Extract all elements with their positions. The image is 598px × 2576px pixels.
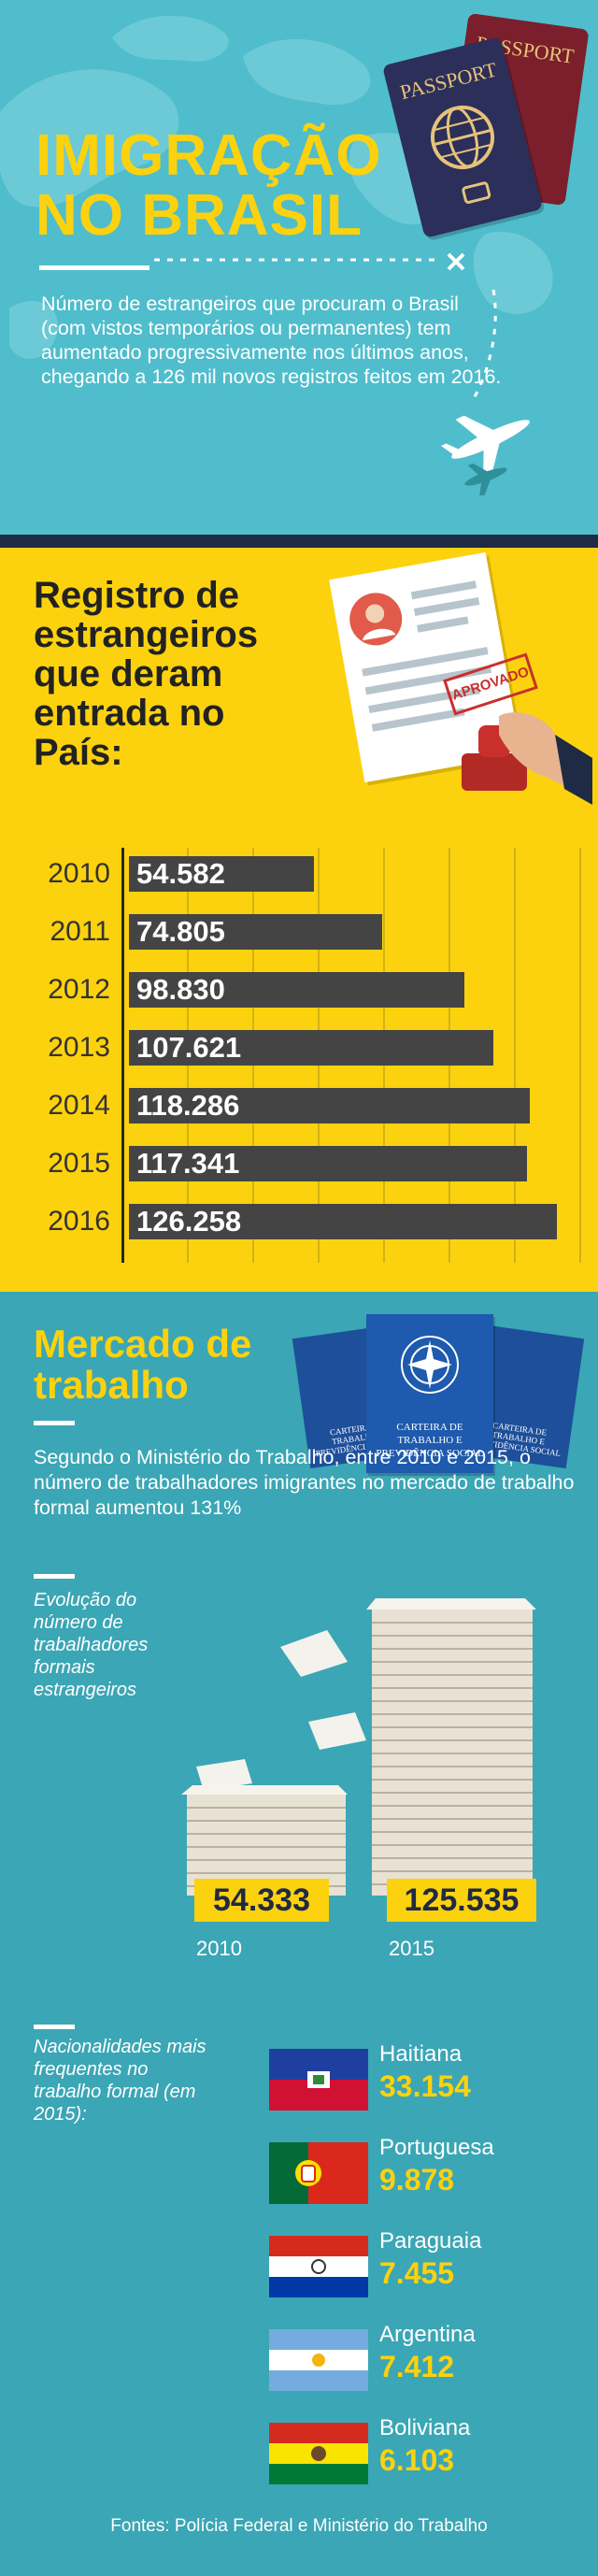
bar-2016: 126.258 <box>129 1204 557 1239</box>
bar-value-label: 126.258 <box>136 1205 242 1238</box>
mercado-title: Mercado de trabalho <box>34 1322 252 1407</box>
airplane-icon <box>441 415 530 477</box>
nationality-name: Portuguesa <box>379 2135 494 2160</box>
nationality-value: 6.103 <box>379 2443 455 2477</box>
bar-2013: 107.621 <box>129 1030 493 1066</box>
header-section: PASSPORT PASSPORT IMIGRAÇÃO NO BRASIL <box>0 0 598 535</box>
title-line-1: IMIGRAÇÃO <box>36 123 382 188</box>
bar-2012: 98.830 <box>129 972 464 1008</box>
portugal-flag-icon <box>269 2142 368 2204</box>
chart-axis <box>121 848 124 1263</box>
nationality-value: 33.154 <box>379 2069 471 2103</box>
bar-year-label: 2014 <box>48 1090 110 1121</box>
intro-text: Número de estrangeiros que procuram o Br… <box>41 293 502 388</box>
work-card-center-icon: CARTEIRA DE TRABALHO E PREVIDÊNCIA SOCIA… <box>366 1314 493 1473</box>
bar-2011: 74.805 <box>129 914 382 950</box>
title-line-2: NO BRASIL <box>36 183 363 248</box>
bar-2015: 117.341 <box>129 1146 527 1181</box>
mercado-section: CARTEIRA DE TRABALHO E PREVIDÊNCIA SOCIA… <box>0 1292 598 2576</box>
evolucao-year-2010: 2010 <box>196 1937 242 1960</box>
evolucao-value-2010: 54.333 <box>194 1879 329 1922</box>
mercado-text: Segundo o Ministério do Trabalho, entre … <box>34 1446 575 1519</box>
gridline <box>121 848 123 1263</box>
gridline <box>514 848 516 1263</box>
evolucao-caption: Evolução do número de trabalhadores form… <box>34 1590 149 1700</box>
paper-stacks-illustration <box>181 1598 536 1896</box>
page-title: IMIGRAÇÃO NO BRASIL <box>36 126 382 246</box>
passport-front-icon: PASSPORT <box>381 36 544 238</box>
stamp-hand-icon <box>462 712 592 805</box>
bar-value-label: 54.582 <box>136 857 225 890</box>
nationality-value: 7.455 <box>379 2256 455 2290</box>
registro-section: Registro de estrangeiros que deram entra… <box>0 548 598 1292</box>
evolucao-year-2015: 2015 <box>389 1937 434 1960</box>
nacionalidades-caption: Nacionalidades mais frequentes no trabal… <box>34 2037 206 2125</box>
title-divider <box>39 265 150 270</box>
bar-year-label: 2010 <box>48 858 110 889</box>
registration-document-icon <box>329 551 521 783</box>
haiti-flag-icon <box>269 2049 368 2111</box>
bar-value-label: 107.621 <box>136 1031 242 1064</box>
bar-value-label: 117.341 <box>136 1147 240 1180</box>
flight-path-illustration <box>154 252 497 403</box>
airplane-shadow-icon <box>464 463 507 495</box>
nationality-name: Boliviana <box>379 2415 471 2440</box>
bar-year-label: 2015 <box>48 1148 110 1179</box>
bar-2014: 118.286 <box>129 1088 530 1123</box>
gridline <box>579 848 581 1263</box>
sources-footer: Fontes: Polícia Federal e Ministério do … <box>110 2516 488 2536</box>
bar-year-label: 2016 <box>48 1206 110 1237</box>
argentina-flag-icon <box>269 2329 368 2391</box>
nationality-value: 7.412 <box>379 2350 455 2383</box>
nationality-name: Argentina <box>379 2322 476 2347</box>
section-divider-strip <box>0 535 598 548</box>
bar-year-label: 2012 <box>48 974 110 1005</box>
bar-year-label: 2011 <box>50 916 110 947</box>
nacionalidades-divider <box>34 2025 75 2029</box>
bar-value-label: 98.830 <box>136 973 225 1006</box>
registro-title: Registro de estrangeiros que deram entra… <box>34 575 259 773</box>
evolucao-value-2015: 125.535 <box>387 1879 536 1922</box>
evolucao-divider <box>34 1574 75 1579</box>
bar-2010: 54.582 <box>129 856 314 892</box>
nationality-value: 9.878 <box>379 2163 455 2197</box>
paraguay-flag-icon <box>269 2236 368 2297</box>
bolivia-flag-icon <box>269 2423 368 2484</box>
bar-value-label: 74.805 <box>136 915 225 948</box>
bar-value-label: 118.286 <box>136 1089 240 1122</box>
nationality-name: Paraguaia <box>379 2228 482 2254</box>
paper-stack-2015 <box>366 1598 536 1896</box>
bar-year-label: 2013 <box>48 1032 110 1063</box>
mercado-divider <box>34 1421 75 1425</box>
nationality-name: Haitiana <box>379 2041 463 2067</box>
